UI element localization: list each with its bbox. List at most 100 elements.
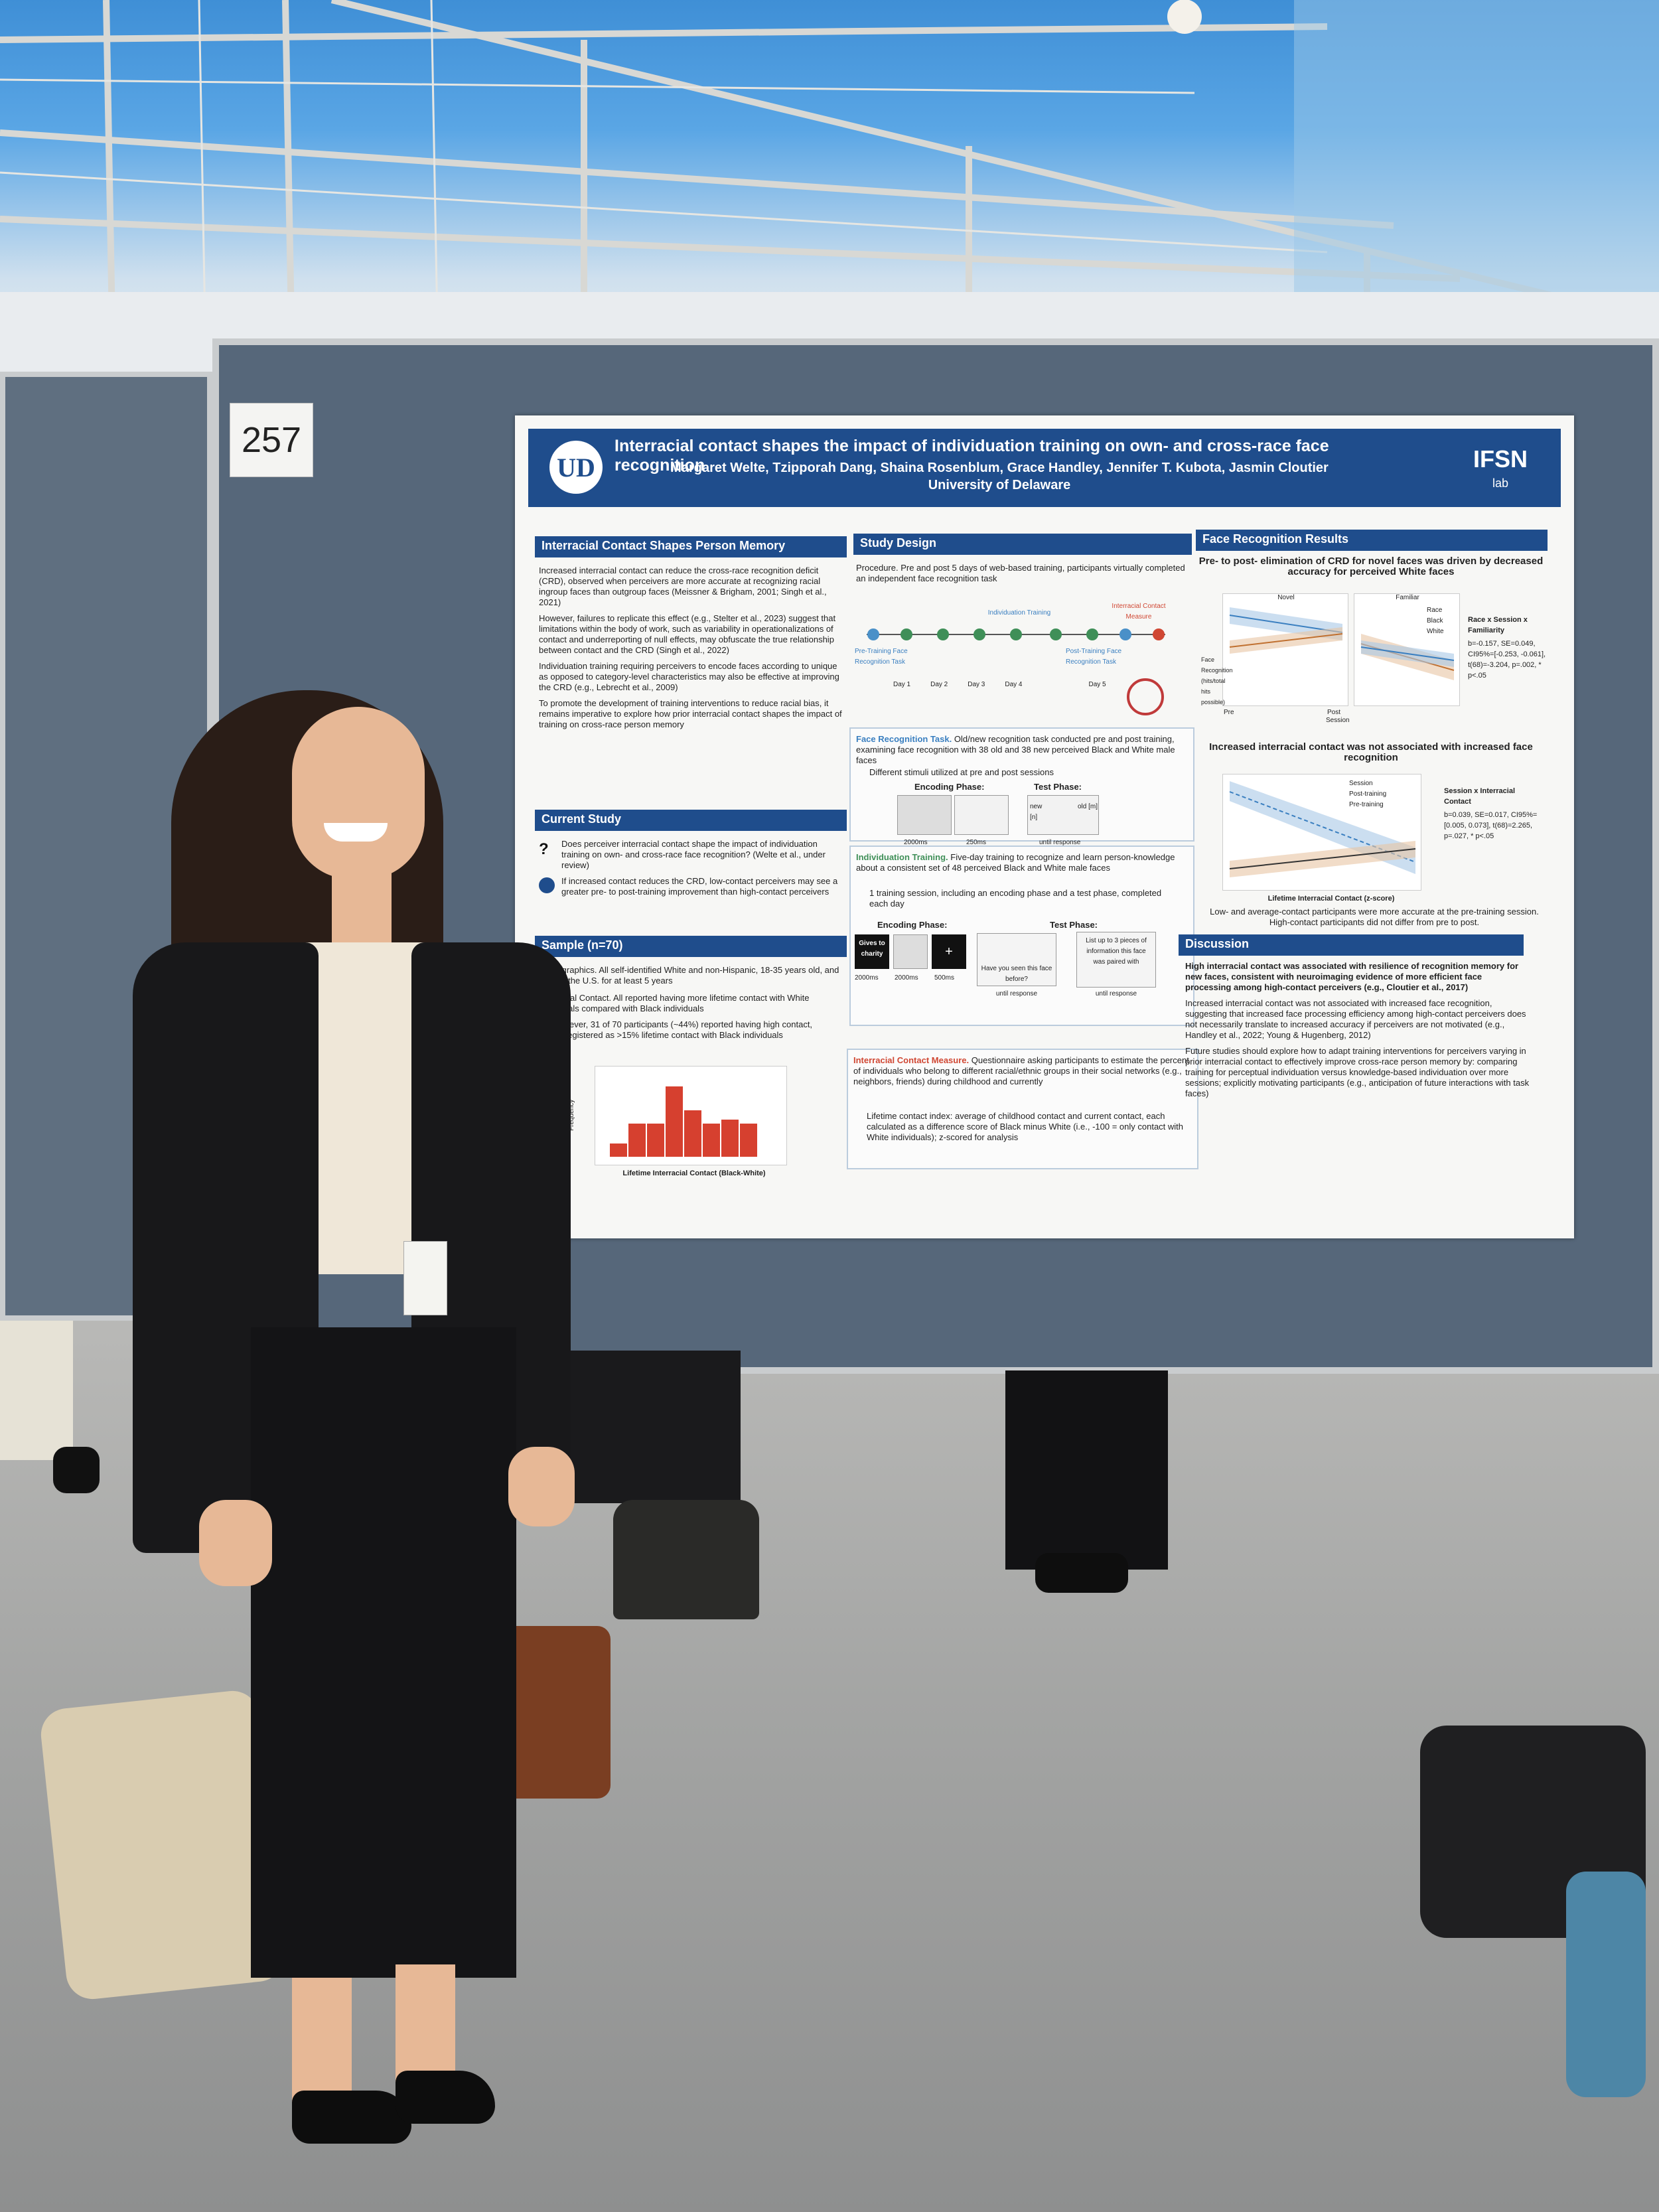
it-charity-card: Gives to charity [855,934,889,969]
hist-bar [721,1120,739,1157]
it-text: Five-day training to recognize and learn… [856,852,1175,873]
timeline-days: Day 1 Day 2 Day 3 Day 4 Day 5 [893,680,1198,690]
it-test-label: Test Phase: [1050,920,1098,930]
booth-number-card: 257 [230,403,313,477]
contact-plot-caption: Low- and average-contact participants we… [1210,907,1539,927]
panel-familiar-label: Familiar [1396,594,1419,601]
sample-contact-bullet: However, 31 of 70 participants (~44%) re… [552,1019,813,1040]
person-center-legs [568,1351,741,1503]
study-timeline [867,628,1165,640]
legend-pre: Pre-training [1349,801,1384,808]
bullet-4: To promote the development of training i… [539,698,842,729]
heels [1035,1553,1128,1593]
frt-description: Face Recognition Task. Old/new recogniti… [856,734,1188,766]
axis-session: Session [1326,717,1350,724]
question-icon: ? [539,840,549,858]
section-heading-current-study: Current Study [535,810,847,831]
contact-plot: Session Post-training Pre-training [1222,774,1421,891]
water-bottle [1566,1872,1646,2097]
novel-plot-lines [1229,607,1343,654]
frt-title: Face Recognition Task. [856,734,952,744]
legend-session: Session Post-training Pre-training [1349,778,1415,810]
familiar-plot-lines [1360,634,1455,680]
frt-encoding-label: Encoding Phase: [914,782,985,792]
icm-title: Interracial Contact Measure. [853,1055,970,1065]
frt-text: Old/new recognition task conducted pre a… [856,734,1175,765]
presenter-smile [324,823,388,842]
histogram-xlabel: Lifetime Interracial Contact (Black-Whit… [622,1169,766,1177]
test-screen [1027,795,1099,835]
axis-ylabel: Face Recognition (hits/total hits possib… [1201,656,1233,705]
ud-logo: UD [549,441,603,494]
person-left-leg [0,1321,73,1460]
icm-text: Questionnaire asking participants to est… [853,1055,1189,1086]
hist-bar [647,1124,664,1157]
timeline-contact-label: Interracial Contact Measure [1112,603,1166,621]
discussion-bullet: High interracial contact was associated … [1185,961,1519,992]
legend-race-title: Race [1427,607,1443,614]
familiar-faces-plot: Familiar [1354,593,1460,706]
sample-demographics: Demographics. All self-identified White … [539,965,839,986]
timeline-top-label: Individuation Training [987,609,1051,617]
frt-old-key: old [m] [1078,803,1098,810]
legend-white: White [1427,628,1444,635]
hist-bar [740,1124,757,1157]
axis-pre: Pre [1224,709,1234,716]
discussion-bullet: Increased interracial contact was not as… [1185,998,1526,1040]
ifsn-logo-sub: lab [1492,477,1509,490]
tote-bag [38,1688,287,2002]
it-list-text: List up to 3 pieces of information this … [1086,937,1147,966]
timeline-post-label: Post-Training Face Recognition Task [1066,648,1122,666]
ifsn-logo-text: IFSN [1473,445,1528,473]
presenter-face [292,707,425,879]
presenter-right-hand [508,1447,575,1526]
it-bullet: 1 training session, including an encodin… [869,888,1162,909]
presenter-pants [251,1327,516,1978]
contact-plot-lines [1229,781,1416,877]
poster-affiliation: University of Delaware [928,478,1071,492]
bullet-2: However, failures to replicate this effe… [539,613,836,655]
it-time: 500ms [934,974,955,982]
it-time: 2000ms [855,974,879,982]
face-recognition-task-box: Face Recognition Task. Old/new recogniti… [849,727,1194,846]
it-face-image [893,934,928,969]
it-list-screen [1076,932,1156,988]
contact-plot-xlabel: Lifetime Interracial Contact (z-score) [1267,895,1395,903]
stats1-title: Race x Session x Familiarity [1468,616,1528,634]
frt-test-label: Test Phase: [1034,782,1082,792]
research-poster: UD Interracial contact shapes the impact… [515,415,1574,1238]
hist-bar [666,1086,683,1157]
day-label: Day 4 [1005,681,1023,688]
it-description: Individuation Training. Five-day trainin… [856,852,1188,873]
frt-bullet: Different stimuli utilized at pre and po… [869,767,1054,777]
person-left-shoe [53,1447,100,1493]
presenter-neck [332,863,392,942]
frt-time: 2000ms [904,839,928,846]
poster-title: Interracial contact shapes the impact of… [614,437,1329,475]
frt-time: 250ms [966,839,987,846]
hist-bar [610,1143,627,1157]
bullet-1: Increased interracial contact can reduce… [539,565,827,607]
person-right-legs [1005,1370,1168,1570]
frt-new-key: new [n] [1030,803,1043,821]
face-stimulus-image [897,795,952,835]
discussion-bullets: High interracial contact was associated … [1185,961,1530,1099]
section-heading-sample: Sample (n=70) [535,936,847,957]
hist-bar [684,1110,701,1157]
section-heading-contact-memory: Interracial Contact Shapes Person Memory [535,536,847,557]
individuation-training-box: Individuation Training. Five-day trainin… [849,846,1194,1026]
boots [613,1500,759,1619]
hist-bar [703,1124,720,1157]
it-title: Individuation Training. [856,852,948,862]
fixation-cross-icon: + [932,934,966,969]
section-heading-study-design: Study Design [853,534,1192,555]
it-encoding-label: Encoding Phase: [877,920,948,930]
contact-histogram [595,1066,787,1165]
panel-novel-label: Novel [1277,594,1295,601]
legend-session-title: Session [1349,780,1373,787]
presenter-left-hand [199,1500,272,1586]
results-sub1: Pre- to post- elimination of CRD for nov… [1198,555,1544,577]
it-test-face-screen [977,933,1056,986]
it-time: until response [995,990,1038,997]
icm-description: Interracial Contact Measure. Questionnai… [853,1055,1192,1087]
